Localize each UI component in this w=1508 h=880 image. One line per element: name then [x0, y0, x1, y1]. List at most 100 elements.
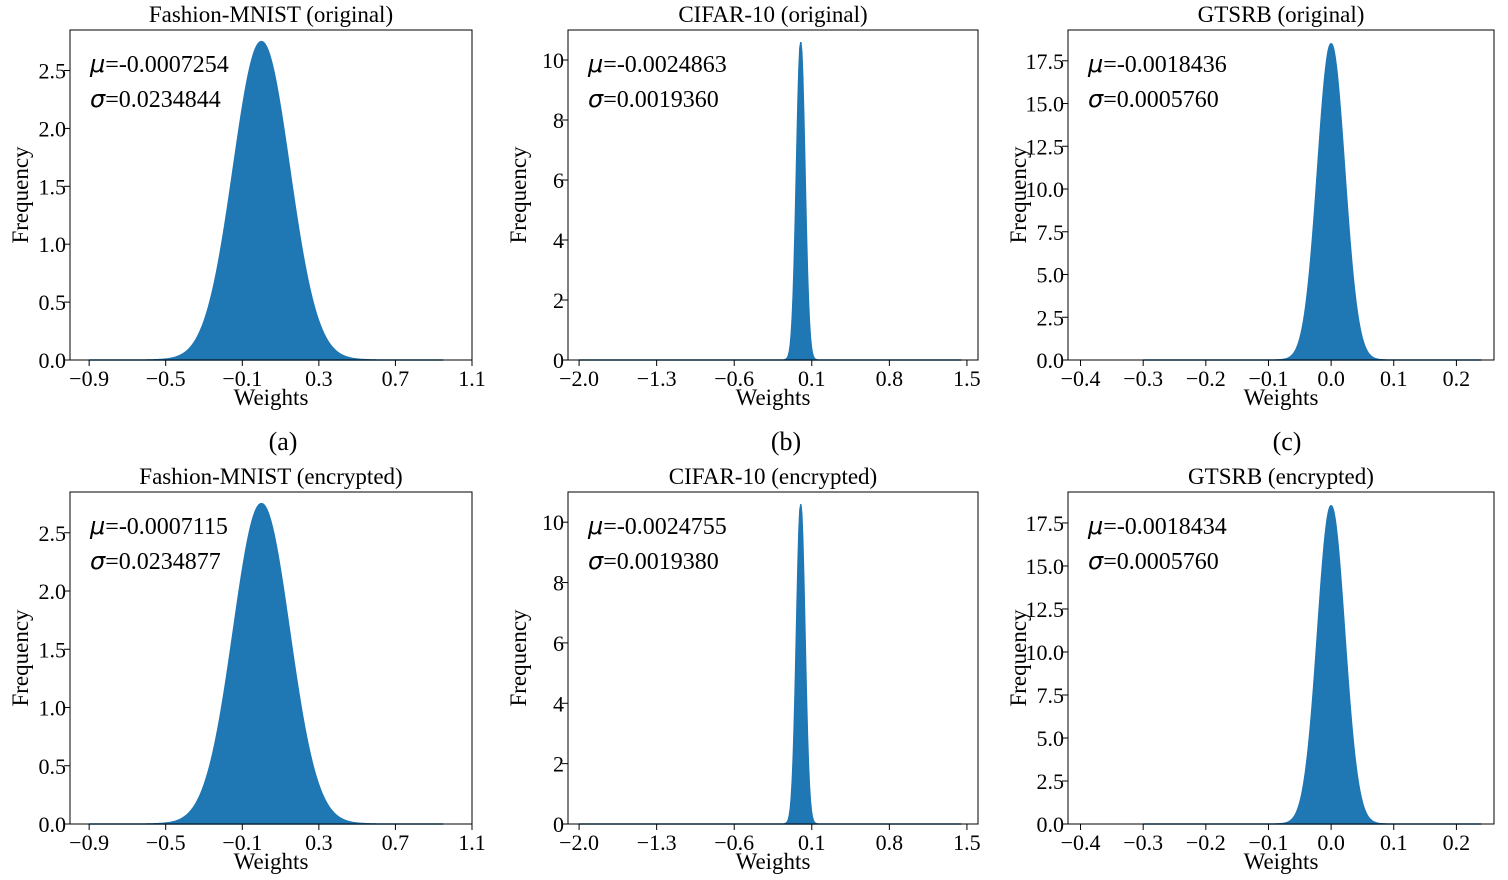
- std-value: =0.0019380: [603, 549, 719, 575]
- y-tick-label: 0.0: [1037, 812, 1065, 837]
- mean-value: =-0.0018434: [1103, 514, 1227, 540]
- mean-annotation: μ=-0.0018436: [1087, 50, 1227, 78]
- x-tick-label: 1.5: [953, 366, 981, 391]
- y-tick-label: 1.5: [39, 637, 67, 662]
- x-tick-label: −0.1: [222, 830, 262, 855]
- mean-value: =-0.0018436: [1103, 52, 1227, 78]
- y-tick-label: 12.5: [1026, 597, 1065, 622]
- plot-frame: [567, 29, 979, 361]
- y-tick-label: 15.0: [1026, 554, 1065, 579]
- x-tick-label: −0.9: [69, 830, 109, 855]
- mean-value: =-0.0024863: [603, 52, 727, 78]
- x-tick-label: −0.6: [714, 366, 754, 391]
- plot-frame: [69, 491, 473, 825]
- plot-frame: [1067, 491, 1495, 825]
- y-tick-label: 2.5: [39, 521, 67, 546]
- y-tick-label: 8: [553, 571, 564, 596]
- x-tick-label: −2.0: [559, 830, 599, 855]
- x-tick-label: −0.2: [1186, 366, 1226, 391]
- y-tick-label: 2.5: [1037, 305, 1065, 330]
- plot-frame: [1067, 29, 1495, 361]
- x-tick-label: 0.3: [305, 366, 333, 391]
- subfigure-label-a: (a): [269, 427, 298, 456]
- y-tick-label: 1.5: [39, 174, 67, 199]
- std-annotation: σ=0.0234844: [90, 85, 221, 113]
- mean-value: =-0.0007115: [105, 514, 228, 540]
- y-axis-label: Frequency: [506, 146, 531, 244]
- mean-value: =-0.0007254: [105, 52, 229, 78]
- y-tick-label: 5.0: [1037, 726, 1065, 751]
- x-tick-label: −0.5: [146, 830, 186, 855]
- y-tick-label: 2: [553, 752, 564, 777]
- chart-panel-2: −2.0 −1.3 −0.6 0.1 0.8 1.5 0 2 4 6 8 10 CIFAR-10 (or…: [506, 2, 981, 410]
- y-tick-label: 2: [553, 288, 564, 313]
- y-tick-label: 7.5: [1037, 220, 1065, 245]
- std-value: =0.0234877: [105, 549, 221, 575]
- x-axis-label: Weights: [1244, 385, 1319, 410]
- std-annotation: σ=0.0234877: [90, 547, 221, 575]
- mean-symbol: μ: [89, 50, 105, 78]
- y-tick-label: 10: [542, 510, 564, 535]
- mean-symbol: μ: [587, 512, 603, 540]
- x-tick-label: 0.1: [798, 366, 826, 391]
- y-tick-label: 1.0: [39, 232, 67, 257]
- y-tick-label: 10: [542, 48, 564, 73]
- chart-panel-4: −0.9 −0.5 −0.1 0.3 0.7 1.1 0.0 0.5 1.0 1.5 2.0 2.5 F…: [8, 464, 486, 874]
- y-tick-label: 0.5: [39, 290, 67, 315]
- y-tick-label: 15.0: [1026, 92, 1065, 117]
- plot-frame: [69, 29, 473, 361]
- x-tick-label: −0.2: [1186, 830, 1226, 855]
- x-tick-label: −0.6: [714, 830, 754, 855]
- x-tick-label: −2.0: [559, 366, 599, 391]
- x-tick-label: −0.3: [1123, 366, 1163, 391]
- y-axis-label: Frequency: [8, 146, 33, 244]
- y-tick-label: 17.5: [1026, 49, 1065, 74]
- std-annotation: σ=0.0005760: [1088, 85, 1219, 113]
- x-tick-label: −0.4: [1061, 366, 1101, 391]
- std-value: =0.0019360: [603, 87, 719, 113]
- y-tick-label: 5.0: [1037, 263, 1065, 288]
- chart-title: Fashion-MNIST (encrypted): [139, 464, 402, 489]
- y-axis-label: Frequency: [8, 609, 33, 707]
- x-tick-label: −0.9: [69, 366, 109, 391]
- y-tick-label: 10.0: [1026, 177, 1065, 202]
- y-tick-label: 4: [553, 228, 564, 253]
- y-tick-label: 2.5: [39, 59, 67, 84]
- y-tick-label: 17.5: [1026, 511, 1065, 536]
- y-tick-label: 2.0: [39, 579, 67, 604]
- x-tick-label: 0.0: [1317, 366, 1345, 391]
- mean-symbol: μ: [1087, 50, 1103, 78]
- mean-annotation: μ=-0.0018434: [1087, 512, 1227, 540]
- subfigure-label-b: (b): [771, 427, 801, 456]
- chart-title: CIFAR-10 (original): [678, 2, 867, 27]
- x-tick-label: 0.7: [382, 366, 410, 391]
- x-tick-label: −1.3: [637, 830, 677, 855]
- std-annotation: σ=0.0005760: [1088, 547, 1219, 575]
- chart-panel-3: −0.4 −0.3 −0.2 −0.1 0.0 0.1 0.2 0.0 2.5 5.0 7.5 10.…: [1006, 2, 1495, 410]
- std-symbol: σ: [588, 85, 604, 113]
- plot-frame: [567, 491, 979, 825]
- y-tick-label: 2.0: [39, 116, 67, 141]
- std-symbol: σ: [1088, 547, 1104, 575]
- mean-symbol: μ: [587, 50, 603, 78]
- mean-annotation: μ=-0.0007115: [89, 512, 228, 540]
- x-tick-label: 1.5: [953, 830, 981, 855]
- chart-panel-6: −0.4 −0.3 −0.2 −0.1 0.0 0.1 0.2 0.0 2.5 5.0 7.5 10.…: [1006, 464, 1495, 874]
- x-tick-label: 0.3: [305, 830, 333, 855]
- mean-annotation: μ=-0.0007254: [89, 50, 229, 78]
- y-tick-label: 0.0: [39, 348, 67, 373]
- y-tick-label: 0.0: [39, 812, 67, 837]
- mean-annotation: μ=-0.0024755: [587, 512, 727, 540]
- y-tick-label: 0.0: [1037, 348, 1065, 373]
- y-tick-label: 12.5: [1026, 134, 1065, 159]
- x-tick-label: −0.5: [146, 366, 186, 391]
- y-tick-label: 8: [553, 108, 564, 133]
- mean-symbol: μ: [89, 512, 105, 540]
- x-tick-label: 1.1: [458, 830, 486, 855]
- y-axis-label: Frequency: [1006, 609, 1031, 707]
- y-tick-label: 1.0: [39, 696, 67, 721]
- y-tick-label: 0.5: [39, 754, 67, 779]
- chart-title: GTSRB (original): [1198, 2, 1365, 27]
- x-tick-label: −0.1: [1249, 366, 1289, 391]
